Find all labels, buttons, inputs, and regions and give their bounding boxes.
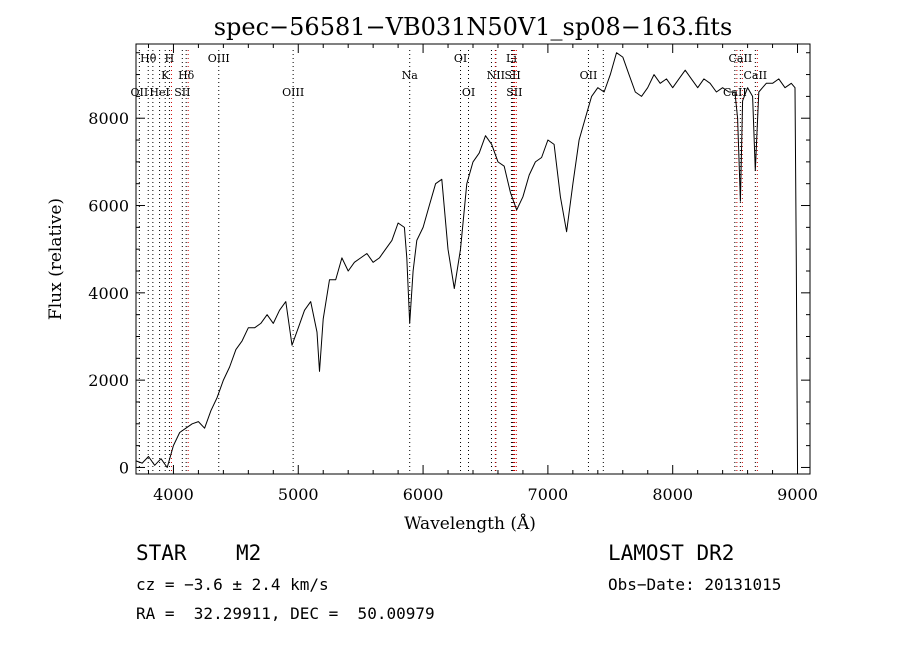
x-tick-label: 5000 <box>278 485 319 504</box>
spectral-line-label: OI <box>462 86 475 99</box>
line-markers <box>138 50 758 474</box>
survey-name: LAMOST DR2 <box>608 541 735 565</box>
spectral-line-label: SII <box>504 69 520 82</box>
spectral-line-label: K <box>161 69 170 82</box>
spectral-line-label: OII <box>580 69 598 82</box>
spectral-line-label: OIII <box>282 86 304 99</box>
plot-frame <box>135 43 811 475</box>
spectral-line-label: Hδ <box>178 69 195 82</box>
spectral-line-label: OIII <box>208 52 230 65</box>
y-axis-label: Flux (relative) <box>46 198 66 320</box>
x-tick-label: 7000 <box>528 485 569 504</box>
y-tick-label: 8000 <box>88 109 129 128</box>
series-layer <box>135 52 798 468</box>
x-tick-label: 4000 <box>153 485 194 504</box>
spectral-line-label: SII <box>174 86 190 99</box>
spectral-line-label: OII <box>131 86 149 99</box>
spectral-line-label: Hθ <box>140 52 157 65</box>
x-axis-label: Wavelength (Å) <box>404 513 536 534</box>
spectral-line-label: NII <box>487 69 505 82</box>
y-tick-label: 2000 <box>88 371 129 390</box>
spectral-line-label: CaII <box>743 69 767 82</box>
y-tick-label: 6000 <box>88 197 129 216</box>
spectral-line-label: Li <box>506 52 517 65</box>
spectral-line-label: HeI <box>149 86 169 99</box>
spectral-line-label: Na <box>402 69 419 82</box>
spectral-line-label: OI <box>454 52 467 65</box>
object-subclass: M2 <box>236 541 262 565</box>
x-tick-label: 9000 <box>777 485 818 504</box>
object-class: STAR <box>136 541 187 565</box>
x-tick-label: 6000 <box>403 485 444 504</box>
spectral-line-label: SII <box>506 86 522 99</box>
spectral-line-label: CaII <box>723 86 747 99</box>
spectral-line-label: CaII <box>729 52 753 65</box>
y-tick-label: 4000 <box>88 284 129 303</box>
chart-title: spec−56581−VB031N50V1_sp08−163.fits <box>214 13 733 41</box>
spectral-line-label: H <box>165 52 175 65</box>
coordinates: RA = 32.29911, DEC = 50.00979 <box>136 604 435 623</box>
redshift-value: cz = −3.6 ± 2.4 km/s <box>136 575 329 594</box>
y-tick-label: 0 <box>119 458 129 477</box>
observation-date: Obs−Date: 20131015 <box>608 575 782 594</box>
x-tick-label: 8000 <box>652 485 693 504</box>
axis-ticks: 4000 5000 6000 7000 8000 9000 0 2000 4000 6000 800… <box>88 44 818 504</box>
spectrum-series-line <box>135 52 798 468</box>
